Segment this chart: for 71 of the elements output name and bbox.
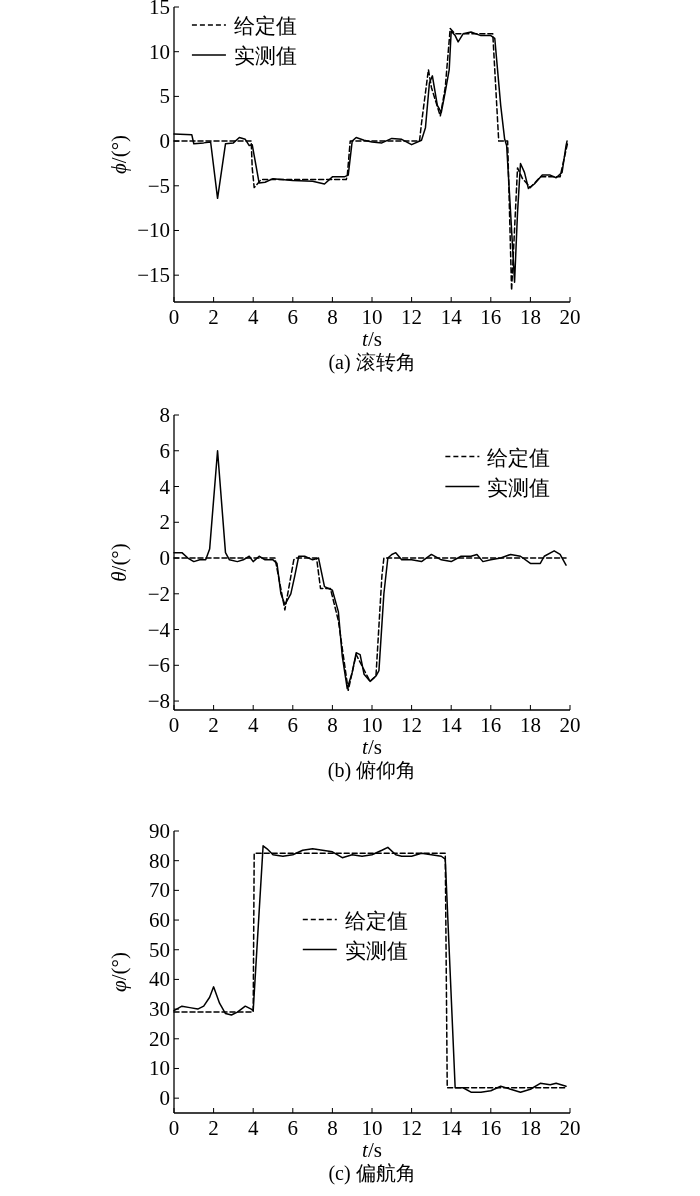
legend-label: 实测值 xyxy=(233,44,297,68)
legend-label: 给定值 xyxy=(344,908,408,933)
x-tick-label: 2 xyxy=(208,713,219,737)
text: (c) 偏航角 xyxy=(328,1162,416,1185)
x-tick-label: 6 xyxy=(287,1116,299,1140)
y-tick-label: −2 xyxy=(147,581,170,606)
y-tick-label: 8 xyxy=(159,403,170,427)
y-axis-title: ϕ/(°) xyxy=(107,134,131,175)
y-tick-label: −15 xyxy=(137,263,170,288)
x-tick-label: 18 xyxy=(519,305,541,329)
x-tick-label: 20 xyxy=(559,713,581,737)
text: (a) 滚转角 xyxy=(328,351,416,374)
x-tick-label: 20 xyxy=(559,1116,581,1140)
x-tick-label: 16 xyxy=(480,1116,502,1140)
y-tick-label: 0 xyxy=(159,546,170,571)
x-tick-label: 8 xyxy=(327,713,338,737)
x-tick-label: 4 xyxy=(247,713,259,737)
y-tick-label: 60 xyxy=(149,908,170,933)
y-tick-label: 90 xyxy=(149,819,170,843)
x-tick-label: 8 xyxy=(327,305,338,329)
legend-label: 给定值 xyxy=(233,14,297,38)
x-tick-label: 10 xyxy=(361,713,383,737)
x-tick-label: 20 xyxy=(559,305,581,329)
y-tick-label: 80 xyxy=(149,848,170,873)
y-tick-label: −8 xyxy=(147,689,170,714)
x-tick-label: 14 xyxy=(440,1116,463,1140)
x-tick-label: 14 xyxy=(440,305,463,329)
y-tick-label: 15 xyxy=(149,0,170,19)
legend-label: 实测值 xyxy=(344,938,408,963)
x-tick-label: 4 xyxy=(247,305,259,329)
y-tick-label: 30 xyxy=(149,997,170,1022)
x-axis-title: t/s xyxy=(362,735,382,759)
x-tick-label: 18 xyxy=(519,1116,541,1140)
y-tick-label: 10 xyxy=(149,39,170,64)
y-tick-label: 10 xyxy=(149,1056,170,1081)
x-tick-label: 14 xyxy=(440,713,463,737)
legend-label: 给定值 xyxy=(487,445,551,470)
y-tick-label: 0 xyxy=(159,1086,170,1111)
x-tick-label: 2 xyxy=(208,305,219,329)
y-tick-label: 0 xyxy=(159,129,170,154)
x-tick-label: 12 xyxy=(401,305,423,329)
y-tick-label: 20 xyxy=(149,1026,170,1051)
x-tick-label: 16 xyxy=(480,713,502,737)
y-tick-label: 50 xyxy=(149,937,170,962)
x-tick-label: 6 xyxy=(287,713,299,737)
x-axis-title: t/s xyxy=(362,1138,382,1162)
y-tick-label: 40 xyxy=(149,967,170,992)
x-tick-label: 16 xyxy=(480,305,502,329)
x-tick-label: 2 xyxy=(208,1116,219,1140)
y-tick-label: −10 xyxy=(137,218,170,243)
y-axis-title: θ/(°) xyxy=(107,543,131,582)
x-tick-label: 12 xyxy=(401,1116,423,1140)
y-tick-label: −5 xyxy=(147,173,170,198)
x-tick-label: 12 xyxy=(401,713,423,737)
y-axis-title: φ/(°) xyxy=(107,952,131,992)
x-tick-label: 10 xyxy=(361,1116,383,1140)
y-tick-label: 70 xyxy=(149,878,170,903)
x-tick-label: 8 xyxy=(327,1116,338,1140)
y-tick-label: −6 xyxy=(147,653,170,678)
y-tick-label: 4 xyxy=(159,474,171,499)
x-tick-label: 10 xyxy=(361,305,383,329)
x-tick-label: 18 xyxy=(519,713,541,737)
legend-label: 实测值 xyxy=(487,475,551,500)
y-tick-label: 2 xyxy=(159,510,170,535)
y-tick-label: −4 xyxy=(147,617,171,642)
x-tick-label: 6 xyxy=(287,305,299,329)
y-tick-label: 5 xyxy=(159,84,170,109)
x-tick-label: 4 xyxy=(247,1116,259,1140)
text: (b) 俯仰角 xyxy=(327,759,417,782)
x-axis-title: t/s xyxy=(362,327,382,351)
y-tick-label: 6 xyxy=(159,438,170,463)
